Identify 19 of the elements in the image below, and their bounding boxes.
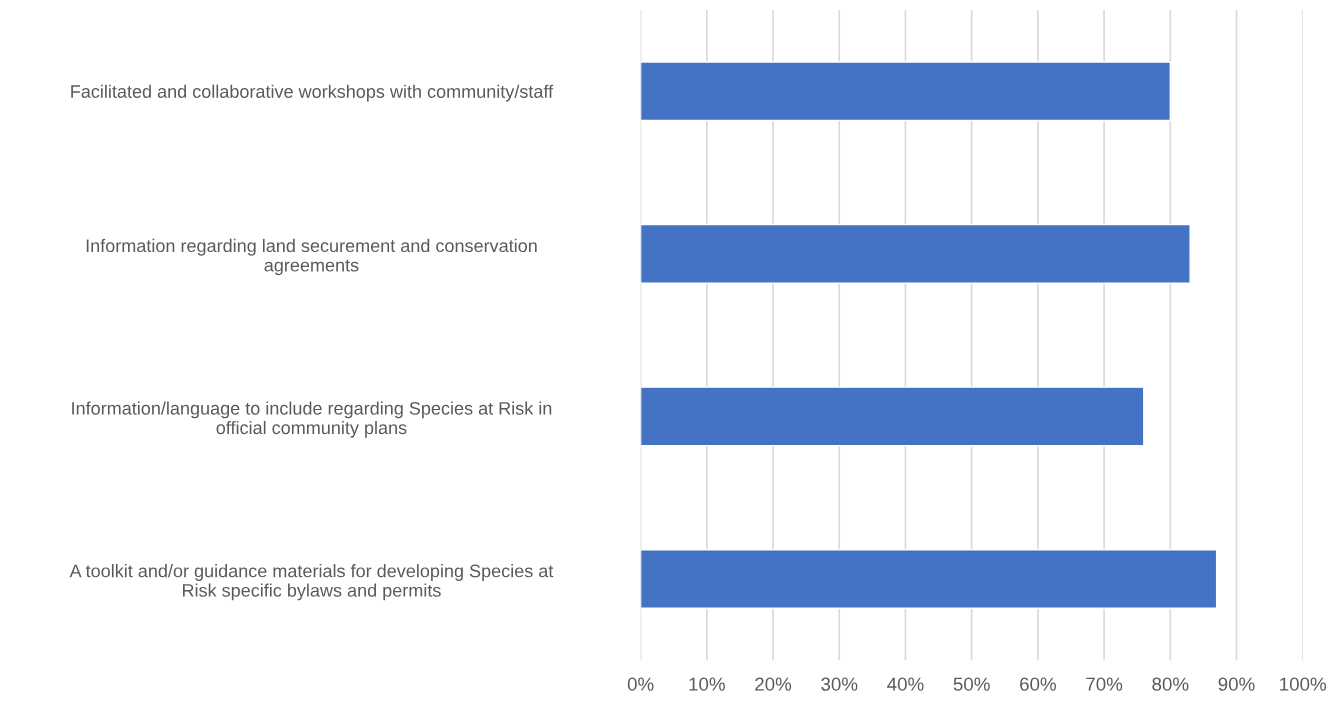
y-tick-label: A toolkit and/or guidance materials for developing Species at Risk specific bylaws and permits xyxy=(69,564,554,601)
bar xyxy=(640,386,1145,447)
x-tick-label: 60% xyxy=(1020,677,1056,691)
x-tick-label: 80% xyxy=(1152,677,1189,691)
bar xyxy=(640,61,1171,122)
bar xyxy=(640,223,1191,284)
y-tick-label: Information regarding land securement and conservation agreements xyxy=(86,238,537,276)
x-tick-label: 50% xyxy=(953,677,990,691)
x-tick-label: 20% xyxy=(755,677,792,691)
x-tick-label: 30% xyxy=(821,677,858,691)
y-tick-label: Facilitated and collaborative workshops with community/staff xyxy=(71,84,554,102)
x-tick-label: 10% xyxy=(689,677,725,691)
x-tick-label: 90% xyxy=(1218,677,1255,691)
x-tick-label: 0% xyxy=(627,677,654,691)
x-tick-label: 40% xyxy=(887,677,924,691)
bar xyxy=(640,549,1218,609)
x-tick-label: 70% xyxy=(1086,677,1123,691)
x-tick-label: 100% xyxy=(1280,677,1327,691)
y-tick-label: Information/language to include regarding Species at Risk in official community plans xyxy=(72,401,552,438)
